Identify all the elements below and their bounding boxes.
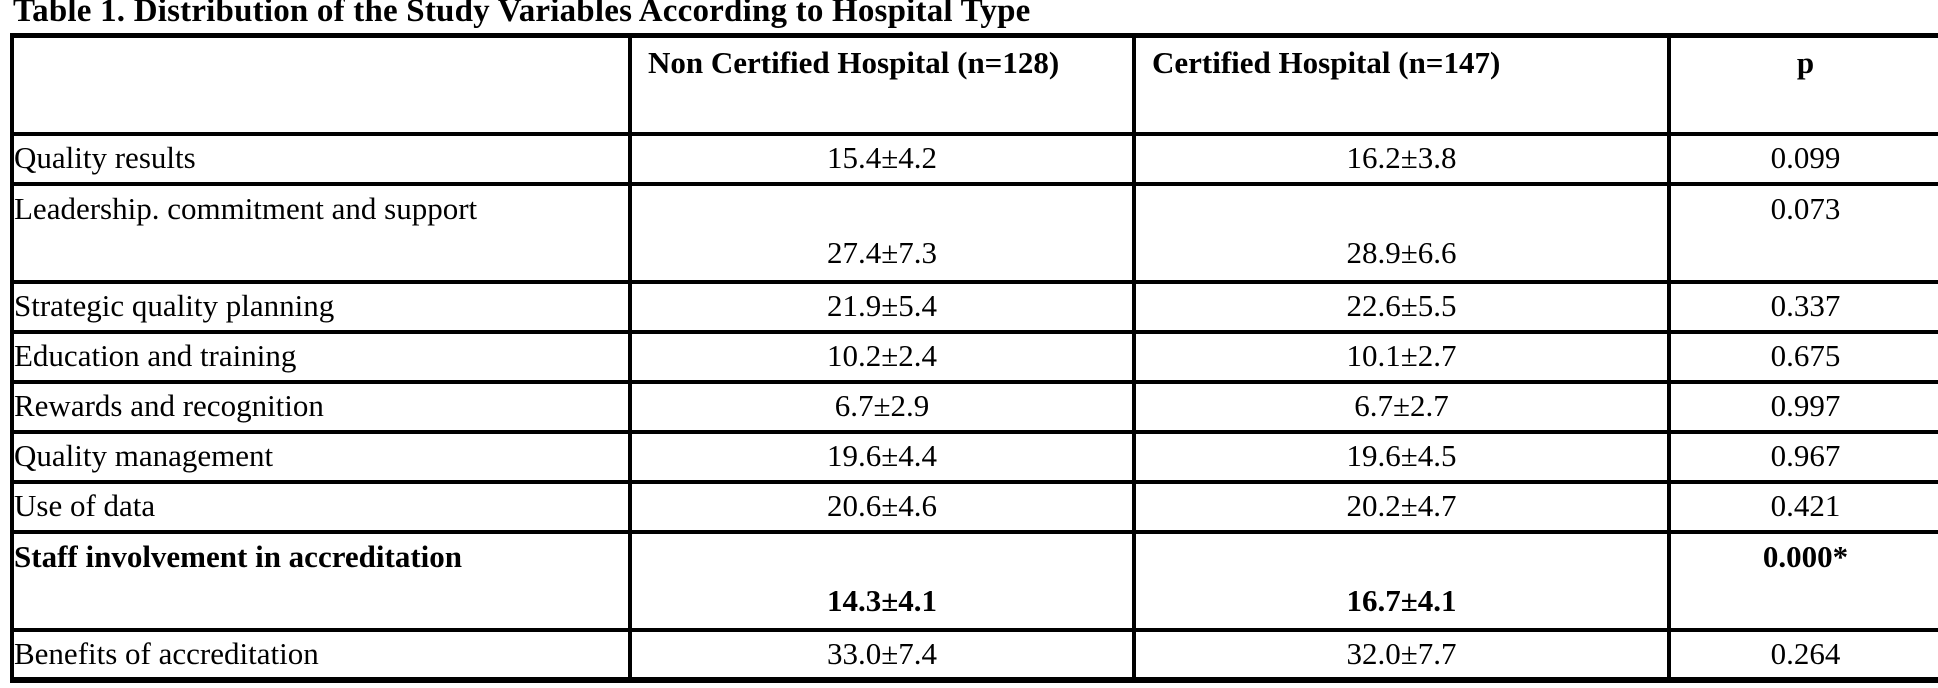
row-label: Rewards and recognition <box>10 379 632 434</box>
row-label: Quality management <box>10 429 632 484</box>
non-certified-value: 19.6±4.4 <box>628 429 1136 484</box>
table-row: Leadership. commitment and support 27.4±… <box>10 181 1938 284</box>
p-value: 0.099 <box>1667 131 1938 186</box>
non-certified-value: 10.2±2.4 <box>628 329 1136 384</box>
table-row: Strategic quality planning 21.9±5.4 22.6… <box>10 279 1938 334</box>
certified-value: 28.9±6.6 <box>1132 181 1671 284</box>
row-label: Use of data <box>10 479 632 534</box>
p-value: 0.000* <box>1667 529 1938 632</box>
p-value: 0.073 <box>1667 181 1938 284</box>
table-title: Table 1. Distribution of the Study Varia… <box>13 0 1031 29</box>
header-variable <box>10 33 632 136</box>
non-certified-value: 14.3±4.1 <box>628 529 1136 632</box>
table-row: Benefits of accreditation 33.0±7.4 32.0±… <box>10 627 1938 682</box>
p-value: 0.967 <box>1667 429 1938 484</box>
row-label: Staff involvement in accreditation <box>10 529 632 632</box>
certified-value: 6.7±2.7 <box>1132 379 1671 434</box>
row-label: Leadership. commitment and support <box>10 181 632 284</box>
row-label: Benefits of accreditation <box>10 627 632 682</box>
p-value: 0.675 <box>1667 329 1938 384</box>
non-certified-value: 27.4±7.3 <box>628 181 1136 284</box>
table-row: Quality management 19.6±4.4 19.6±4.5 0.9… <box>10 429 1938 484</box>
table-row: Quality results 15.4±4.2 16.2±3.8 0.099 <box>10 131 1938 186</box>
p-value: 0.421 <box>1667 479 1938 534</box>
certified-value: 16.7±4.1 <box>1132 529 1671 632</box>
table-row: Rewards and recognition 6.7±2.9 6.7±2.7 … <box>10 379 1938 434</box>
header-certified-label: Certified Hospital (n=147) <box>1152 45 1501 80</box>
non-certified-value: 15.4±4.2 <box>628 131 1136 186</box>
table-header-row: Non Certified Hospital (n=128) Certified… <box>10 33 1938 136</box>
non-certified-value: 21.9±5.4 <box>628 279 1136 334</box>
certified-value: 32.0±7.7 <box>1132 627 1671 682</box>
row-label: Quality results <box>10 131 632 186</box>
header-non-certified: Non Certified Hospital (n=128) <box>628 33 1136 136</box>
non-certified-value: 20.6±4.6 <box>628 479 1136 534</box>
certified-value: 16.2±3.8 <box>1132 131 1671 186</box>
header-p: p <box>1667 33 1938 136</box>
non-certified-value: 33.0±7.4 <box>628 627 1136 682</box>
certified-value: 19.6±4.5 <box>1132 429 1671 484</box>
header-certified: Certified Hospital (n=147) <box>1132 33 1671 136</box>
row-label: Strategic quality planning <box>10 279 632 334</box>
table-row: Use of data 20.6±4.6 20.2±4.7 0.421 <box>10 479 1938 534</box>
study-variables-table: Non Certified Hospital (n=128) Certified… <box>10 33 1938 683</box>
table-row: Education and training 10.2±2.4 10.1±2.7… <box>10 329 1938 384</box>
certified-value: 22.6±5.5 <box>1132 279 1671 334</box>
p-value: 0.264 <box>1667 627 1938 682</box>
certified-value: 10.1±2.7 <box>1132 329 1671 384</box>
row-label: Education and training <box>10 329 632 384</box>
p-value: 0.337 <box>1667 279 1938 334</box>
certified-value: 20.2±4.7 <box>1132 479 1671 534</box>
table-row-significant: Staff involvement in accreditation 14.3±… <box>10 529 1938 632</box>
header-non-certified-label: Non Certified Hospital (n=128) <box>648 45 1060 80</box>
non-certified-value: 6.7±2.9 <box>628 379 1136 434</box>
p-value: 0.997 <box>1667 379 1938 434</box>
